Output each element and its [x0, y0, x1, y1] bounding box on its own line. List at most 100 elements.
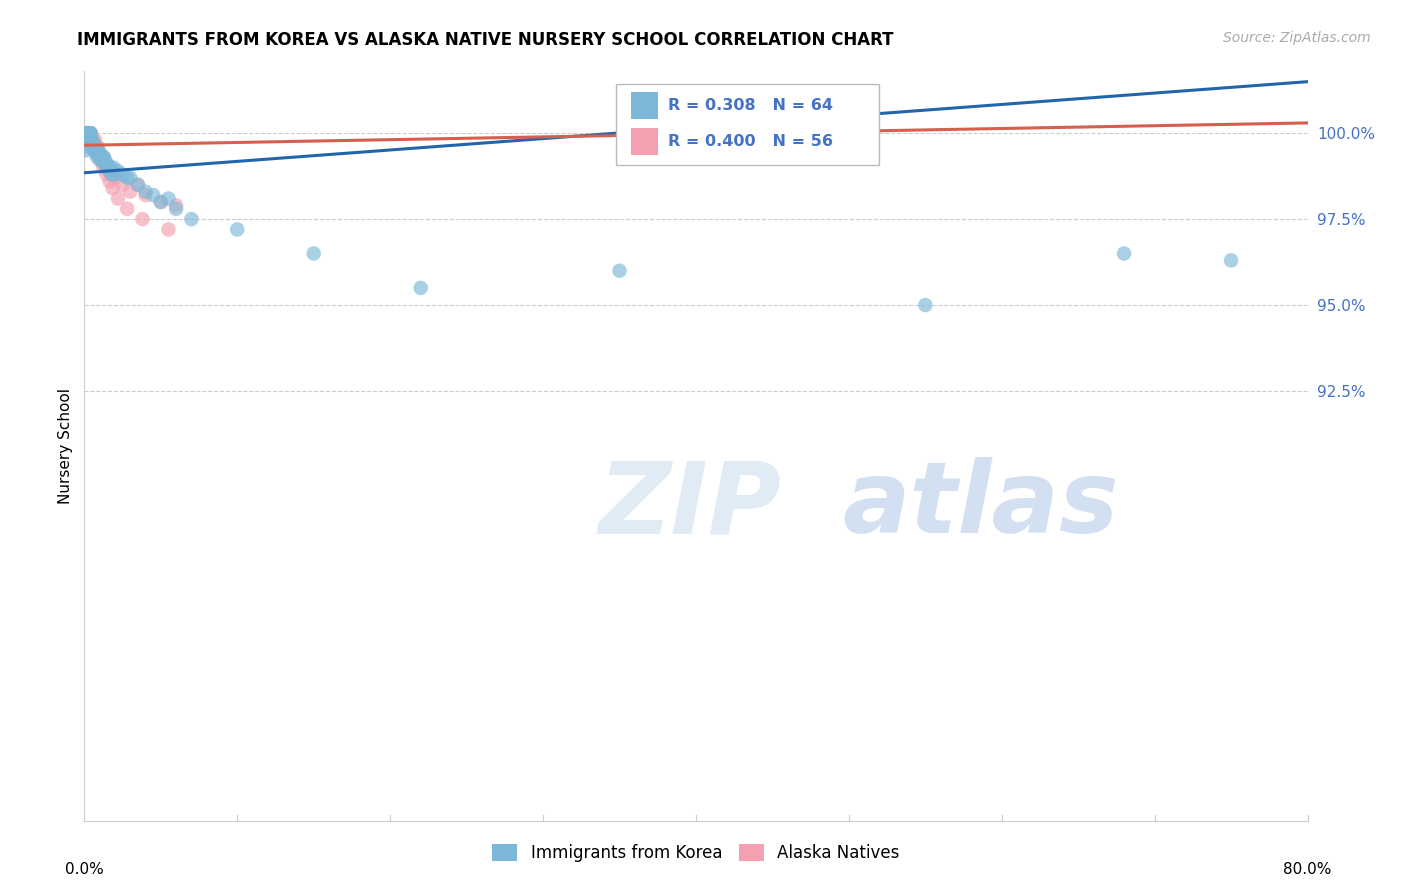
Point: [84, 140, 107, 154]
Point: [77, 126, 100, 140]
Point: [75, 126, 97, 140]
Point: [79, 126, 101, 140]
Point: [77, 129, 100, 144]
Point: [98, 161, 121, 175]
Point: [115, 202, 138, 216]
Point: [79, 126, 101, 140]
Point: [97, 161, 120, 175]
Point: [80, 136, 103, 151]
Point: [79, 126, 101, 140]
Point: [79, 126, 101, 140]
Point: [98, 164, 121, 178]
Point: [165, 198, 187, 212]
Point: [79, 129, 101, 144]
Point: [97, 164, 120, 178]
Bar: [616, 84, 880, 165]
Text: R = 0.308   N = 64: R = 0.308 N = 64: [668, 97, 832, 112]
Bar: [631, 128, 658, 154]
Point: [98, 174, 121, 188]
Point: [79, 126, 101, 140]
Point: [93, 150, 115, 164]
Point: [80, 126, 103, 140]
Text: 80.0%: 80.0%: [1284, 862, 1331, 877]
Point: [87, 140, 110, 154]
Point: [82, 140, 104, 154]
Point: [96, 161, 118, 175]
Point: [82, 140, 104, 154]
Point: [86, 150, 108, 164]
Point: [87, 146, 110, 161]
Text: Source: ZipAtlas.com: Source: ZipAtlas.com: [1223, 31, 1371, 45]
Point: [86, 140, 108, 154]
Point: [1220, 253, 1243, 268]
Point: [77, 129, 100, 144]
Point: [86, 144, 108, 158]
Point: [90, 153, 112, 168]
Point: [131, 212, 153, 227]
Point: [76, 126, 98, 140]
Text: IMMIGRANTS FROM KOREA VS ALASKA NATIVE NURSERY SCHOOL CORRELATION CHART: IMMIGRANTS FROM KOREA VS ALASKA NATIVE N…: [77, 31, 894, 49]
Point: [111, 178, 134, 192]
Point: [84, 146, 107, 161]
Point: [76, 126, 98, 140]
Point: [149, 194, 172, 209]
Point: [107, 192, 129, 206]
Point: [409, 281, 432, 295]
Point: [94, 157, 117, 171]
Point: [135, 185, 157, 199]
Point: [120, 170, 142, 185]
Point: [76, 126, 98, 140]
Point: [609, 263, 631, 277]
Point: [93, 161, 115, 175]
Point: [165, 202, 187, 216]
Point: [80, 126, 103, 140]
Point: [77, 126, 100, 140]
Point: [89, 153, 111, 168]
Point: [96, 168, 118, 182]
Point: [111, 168, 134, 182]
Point: [76, 126, 98, 140]
Legend: Immigrants from Korea, Alaska Natives: Immigrants from Korea, Alaska Natives: [485, 837, 907, 869]
Point: [76, 126, 98, 140]
Point: [75, 136, 97, 151]
Point: [75, 144, 97, 158]
Point: [75, 140, 97, 154]
Point: [135, 188, 157, 202]
Point: [79, 133, 101, 147]
Point: [77, 133, 100, 147]
Point: [914, 298, 936, 312]
Point: [104, 168, 127, 182]
Point: [86, 144, 108, 158]
Point: [127, 178, 149, 192]
Point: [101, 181, 124, 195]
Point: [80, 133, 103, 147]
Point: [91, 153, 114, 168]
Point: [157, 192, 180, 206]
Text: 0.0%: 0.0%: [65, 862, 104, 877]
Point: [302, 246, 325, 260]
Point: [115, 170, 138, 185]
Point: [226, 222, 249, 236]
Point: [87, 144, 110, 158]
Point: [80, 129, 103, 144]
Point: [80, 129, 103, 144]
Text: R = 0.400   N = 56: R = 0.400 N = 56: [668, 134, 832, 149]
Point: [94, 153, 117, 168]
Point: [142, 188, 165, 202]
Point: [120, 185, 142, 199]
Bar: [631, 92, 658, 119]
Point: [82, 133, 104, 147]
Point: [83, 136, 105, 151]
Point: [84, 144, 107, 158]
Point: [104, 170, 127, 185]
Point: [127, 178, 149, 192]
Point: [89, 146, 111, 161]
Point: [83, 144, 105, 158]
Point: [107, 164, 129, 178]
Point: [91, 150, 114, 164]
Point: [77, 129, 100, 144]
Point: [77, 126, 100, 140]
Point: [149, 194, 172, 209]
Point: [96, 157, 118, 171]
Point: [76, 126, 98, 140]
